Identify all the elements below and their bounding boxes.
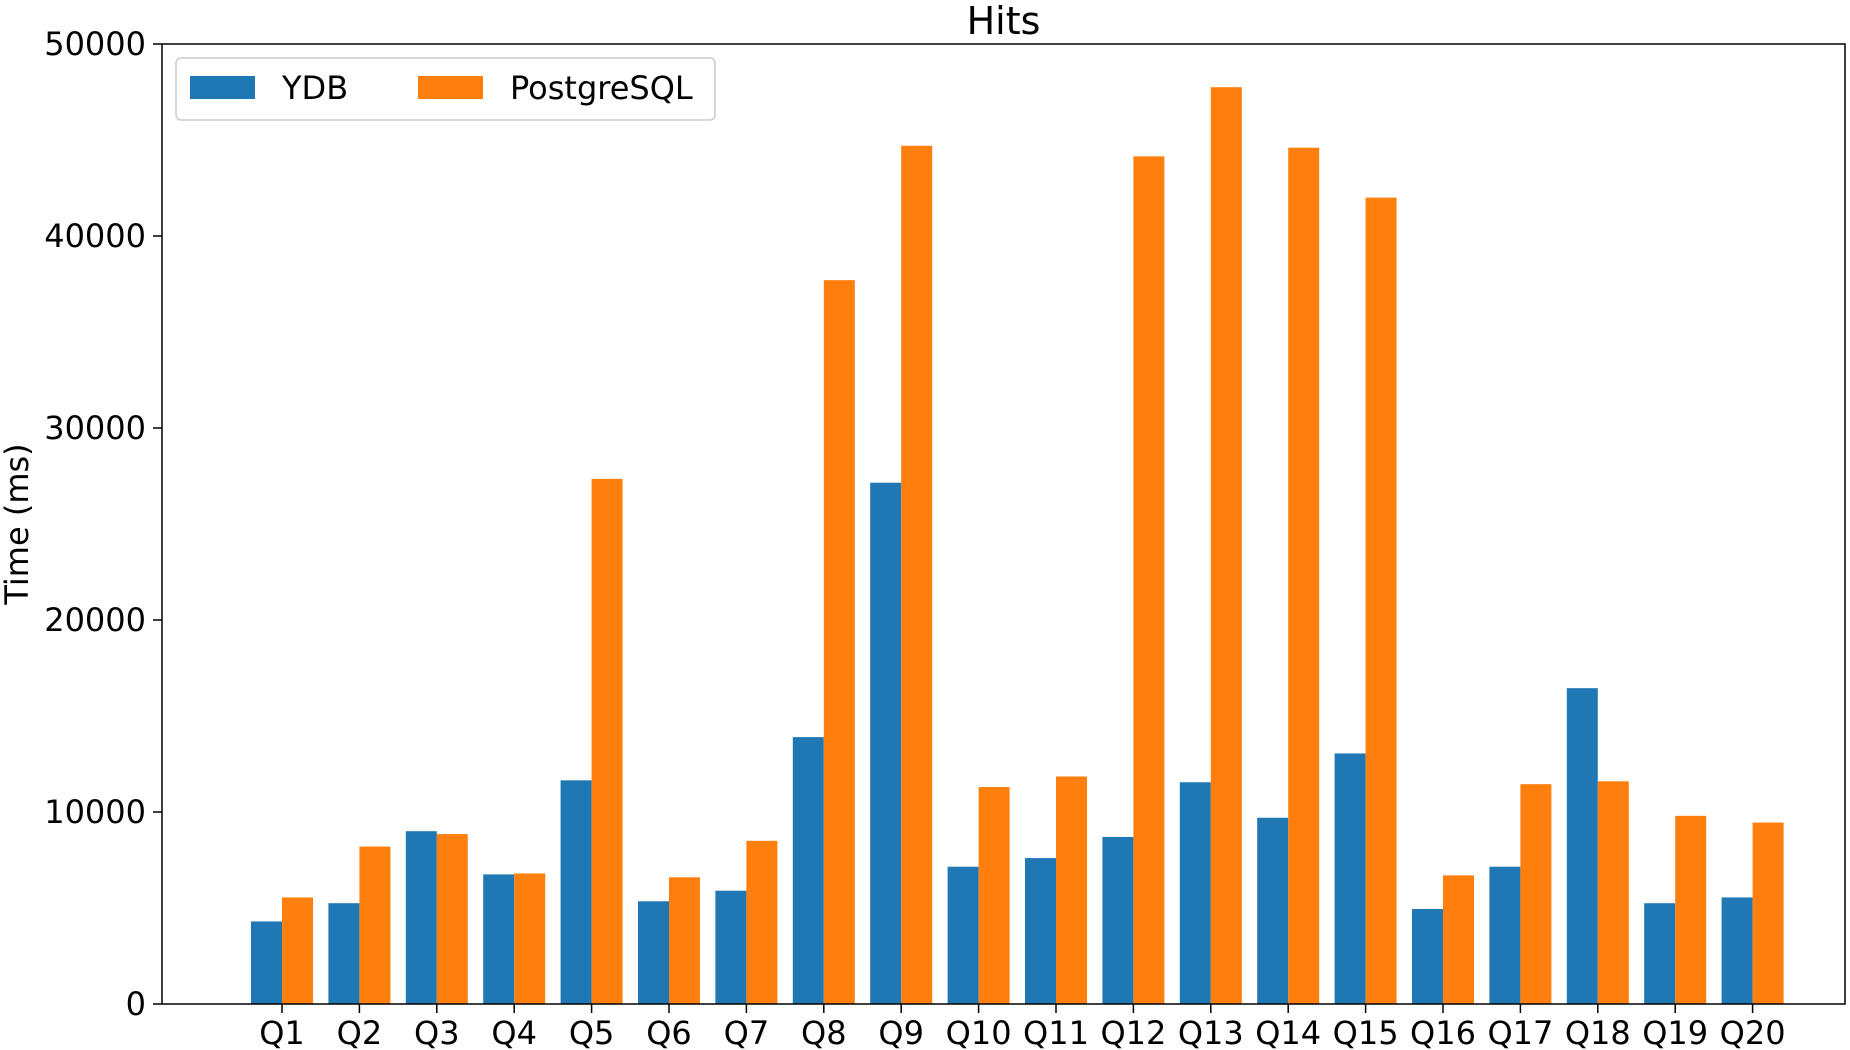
y-tick-label: 50000 [44, 25, 146, 63]
bar-postgresql-q11 [1056, 776, 1087, 1004]
bar-postgresql-q15 [1365, 197, 1397, 1005]
y-axis-ticks: 0 10000 20000 30000 40000 50000 [44, 25, 162, 1023]
x-tick-label: Q8 [801, 1014, 847, 1050]
x-tick-label: Q11 [1023, 1014, 1089, 1050]
bar-ydb-q9 [870, 482, 902, 1005]
legend: YDB PostgreSQL [175, 57, 716, 121]
bar-ydb-q17 [1489, 866, 1521, 1004]
legend-swatch-ydb [190, 76, 255, 99]
x-tick-label: Q17 [1487, 1014, 1553, 1050]
bar-postgresql-q2 [359, 846, 391, 1004]
bar-ydb-q16 [1412, 908, 1443, 1004]
bar-postgresql-q5 [591, 478, 623, 1004]
bar-postgresql-q7 [746, 840, 778, 1004]
x-tick-label: Q4 [491, 1014, 537, 1050]
x-tick-label: Q12 [1100, 1014, 1166, 1050]
bar-postgresql-q14 [1288, 147, 1320, 1004]
y-tick-label: 30000 [44, 409, 146, 447]
bar-postgresql-q16 [1443, 875, 1474, 1004]
x-tick-label: Q13 [1178, 1014, 1244, 1050]
bar-postgresql-q17 [1520, 784, 1552, 1004]
bar-postgresql-q19 [1675, 815, 1707, 1004]
y-tick-label: 20000 [44, 601, 146, 639]
bar-postgresql-q18 [1597, 781, 1629, 1004]
y-tick-label: 40000 [44, 217, 146, 255]
legend-swatch-postgresql [418, 76, 483, 99]
bar-ydb-q14 [1257, 817, 1289, 1004]
bar-postgresql-q12 [1133, 156, 1165, 1004]
bar-ydb-q2 [328, 903, 360, 1004]
x-axis-ticks: Q1 Q2 Q3 Q4 Q5 Q6 Q7 Q8 Q9 Q10 Q11 Q12 Q13 Q14 Q15 Q16 Q… [259, 1004, 1786, 1050]
chart-title: Hits [967, 0, 1041, 43]
legend-label-postgresql: PostgreSQL [510, 69, 693, 107]
bar-ydb-q4 [483, 874, 515, 1004]
bar-ydb-q7 [715, 890, 747, 1004]
bar-ydb-q13 [1179, 782, 1211, 1004]
x-tick-label: Q16 [1410, 1014, 1476, 1050]
bar-ydb-q3 [405, 831, 437, 1004]
bar-ydb-q1 [251, 921, 282, 1004]
bar-ydb-q12 [1102, 836, 1134, 1004]
plot-frame [161, 43, 1846, 1005]
x-tick-label: Q7 [724, 1014, 770, 1050]
x-tick-label: Q18 [1565, 1014, 1631, 1050]
bar-postgresql-q20 [1752, 822, 1784, 1004]
bar-ydb-q8 [792, 737, 824, 1004]
legend-label-ydb: YDB [281, 69, 348, 107]
bar-postgresql-q4 [514, 873, 546, 1004]
bar-postgresql-q8 [823, 280, 855, 1004]
bar-postgresql-q9 [901, 145, 933, 1004]
bar-postgresql-q1 [282, 897, 313, 1004]
bars-group [251, 87, 1784, 1005]
bar-ydb-q18 [1566, 688, 1598, 1004]
x-tick-label: Q1 [259, 1014, 305, 1050]
bar-postgresql-q3 [436, 834, 468, 1004]
bar-postgresql-q13 [1210, 87, 1242, 1004]
bar-ydb-q10 [947, 866, 979, 1004]
x-tick-label: Q6 [646, 1014, 692, 1050]
x-tick-label: Q5 [569, 1014, 615, 1050]
bar-ydb-q6 [638, 901, 669, 1004]
y-axis-label: Time (ms) [0, 443, 36, 605]
bar-postgresql-q10 [978, 787, 1010, 1004]
x-tick-label: Q3 [414, 1014, 460, 1050]
bar-ydb-q20 [1721, 897, 1753, 1004]
bar-postgresql-q6 [669, 877, 700, 1004]
y-tick-label: 0 [126, 985, 146, 1023]
x-tick-label: Q15 [1333, 1014, 1399, 1050]
bar-ydb-q11 [1025, 858, 1056, 1004]
bar-ydb-q5 [560, 780, 592, 1004]
x-tick-label: Q19 [1642, 1014, 1708, 1050]
bar-ydb-q19 [1644, 903, 1676, 1004]
x-tick-label: Q9 [878, 1014, 924, 1050]
x-tick-label: Q10 [946, 1014, 1012, 1050]
x-tick-label: Q2 [337, 1014, 383, 1050]
x-tick-label: Q14 [1255, 1014, 1321, 1050]
bar-ydb-q15 [1334, 753, 1366, 1004]
x-tick-label: Q20 [1720, 1014, 1786, 1050]
y-tick-label: 10000 [44, 793, 146, 831]
